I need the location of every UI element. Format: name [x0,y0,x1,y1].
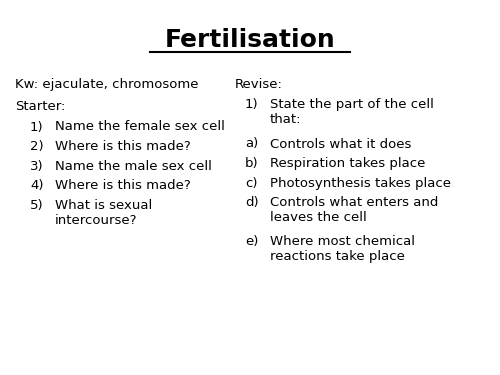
Text: Starter:: Starter: [15,100,66,113]
Text: Where is this made?: Where is this made? [55,179,191,192]
Text: Where is this made?: Where is this made? [55,140,191,153]
Text: State the part of the cell
that:: State the part of the cell that: [270,98,434,126]
Text: 1): 1) [245,98,258,111]
Text: Respiration takes place: Respiration takes place [270,157,426,170]
Text: Controls what it does: Controls what it does [270,138,412,150]
Text: Photosynthesis takes place: Photosynthesis takes place [270,177,451,190]
Text: d): d) [245,196,258,209]
Text: Name the female sex cell: Name the female sex cell [55,120,225,134]
Text: 1): 1) [30,120,44,134]
Text: Where most chemical
reactions take place: Where most chemical reactions take place [270,235,415,263]
Text: What is sexual
intercourse?: What is sexual intercourse? [55,199,152,227]
Text: 2): 2) [30,140,44,153]
Text: Revise:: Revise: [235,78,283,91]
Text: Kw: ejaculate, chromosome: Kw: ejaculate, chromosome [15,78,198,91]
Text: 5): 5) [30,199,44,212]
Text: Controls what enters and
leaves the cell: Controls what enters and leaves the cell [270,196,438,224]
Text: c): c) [245,177,258,190]
Text: Name the male sex cell: Name the male sex cell [55,160,212,172]
Text: e): e) [245,235,258,248]
Text: b): b) [245,157,258,170]
Text: 4): 4) [30,179,44,192]
Text: Fertilisation: Fertilisation [164,28,336,52]
Text: a): a) [245,138,258,150]
Text: 3): 3) [30,160,44,172]
